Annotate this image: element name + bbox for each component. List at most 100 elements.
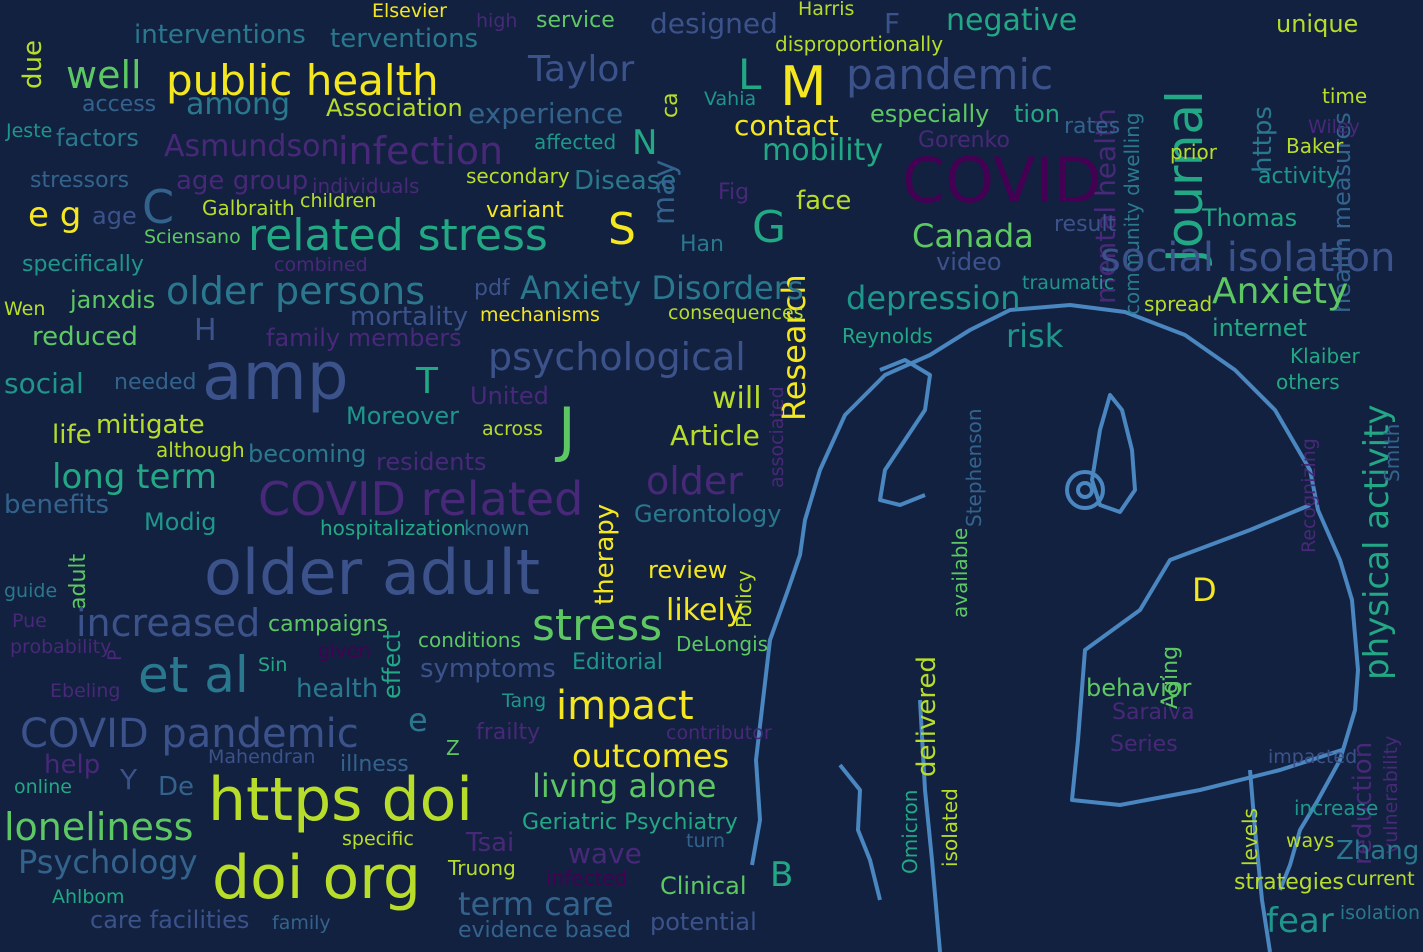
word-variant: variant: [486, 198, 564, 223]
word-secondary: secondary: [466, 164, 570, 188]
word-impacted: impacted: [1268, 746, 1358, 768]
word-baker: Baker: [1286, 134, 1344, 158]
word-potential: potential: [650, 908, 757, 936]
word-living-alone: living alone: [532, 767, 717, 805]
word-risk: risk: [1006, 317, 1064, 355]
word-infection: infection: [338, 129, 504, 173]
word-ahlbom: Ahlbom: [52, 886, 125, 908]
word-asmundson: Asmundson: [164, 129, 340, 164]
eye-contour: [878, 358, 932, 507]
word-online: online: [14, 776, 72, 798]
word-becoming: becoming: [248, 440, 367, 468]
word-traumatic: traumatic: [1022, 272, 1115, 294]
word-evidence-based: evidence based: [458, 918, 632, 943]
word-terventions: terventions: [330, 24, 479, 54]
word-associated: associated: [766, 386, 788, 488]
word-n: N: [632, 123, 658, 163]
word-geriatric-psychiatry: Geriatric Psychiatry: [522, 810, 738, 835]
word-covid-pandemic: COVID pandemic: [20, 711, 359, 757]
word-high: high: [476, 10, 518, 32]
face-contour: [750, 303, 1360, 891]
word-video: video: [936, 248, 1002, 276]
word-f: F: [884, 7, 901, 40]
word-campaigns: campaigns: [268, 612, 388, 637]
word-contact: contact: [734, 109, 839, 142]
word-truong: Truong: [448, 856, 516, 880]
word-factors: factors: [56, 124, 139, 152]
word-unique: unique: [1276, 10, 1359, 38]
word-thomas: Thomas: [1202, 204, 1298, 232]
word-family: family: [272, 912, 331, 934]
word-review: review: [648, 556, 728, 584]
word-pdf: pdf: [474, 276, 510, 301]
word-public-health: public health: [166, 56, 439, 105]
word-benefits: benefits: [4, 490, 110, 520]
word-probability: probability: [10, 636, 112, 658]
word-d: D: [1192, 571, 1217, 609]
word-https-doi: https doi: [208, 765, 473, 835]
word-psychological: psychological: [488, 335, 746, 379]
word-face: face: [796, 186, 852, 216]
word-community-dwelling: community dwelling: [1120, 112, 1144, 315]
word-isolated: isolated: [938, 788, 962, 867]
word-designed: designed: [650, 7, 778, 40]
word-isolation: isolation: [1339, 902, 1420, 924]
word-h: H: [194, 313, 217, 348]
word-smith: Smith: [1380, 423, 1404, 482]
word-sciensano: Sciensano: [144, 226, 241, 248]
word-delivered: delivered: [912, 656, 942, 777]
word-others: others: [1276, 370, 1340, 394]
word-consequences: consequences: [668, 302, 804, 324]
word-reduced: reduced: [32, 322, 138, 352]
word-ways: ways: [1286, 830, 1335, 852]
word-disease: Disease: [574, 166, 677, 196]
word-article: Article: [670, 419, 760, 452]
word-known: known: [464, 516, 530, 540]
word-family-members: family members: [266, 324, 462, 352]
cheek-contour: [918, 699, 942, 952]
word-fig: Fig: [718, 180, 750, 205]
neck-contour: [1248, 769, 1272, 952]
jaw-contour: [1070, 503, 1343, 807]
word-et-al: et al: [138, 646, 249, 704]
word-l: L: [738, 50, 762, 99]
word-united: United: [470, 382, 549, 410]
word-wave: wave: [568, 837, 642, 870]
word-vahia: Vahia: [704, 88, 757, 110]
chin-contour: [838, 763, 882, 901]
word-modig: Modig: [144, 508, 217, 536]
word-recognizing: Recognizing: [1298, 438, 1320, 553]
word-de: De: [158, 772, 195, 802]
word-conditions: conditions: [418, 628, 521, 652]
word-psychology: Psychology: [18, 843, 198, 881]
word-specifically: specifically: [22, 252, 144, 277]
word-guide: guide: [4, 580, 58, 602]
word-loneliness: loneliness: [4, 805, 194, 849]
ear-contour: [1090, 393, 1137, 514]
word-infected: infected: [546, 866, 628, 890]
word-saraiva: Saraiva: [1112, 700, 1195, 725]
word-stephenson: Stephenson: [962, 408, 986, 527]
word-care-facilities: care facilities: [90, 906, 250, 934]
word-likely: likely: [666, 593, 744, 628]
word-hospitalization: hospitalization: [320, 516, 466, 540]
word-across: across: [482, 418, 543, 440]
word-life: life: [52, 420, 92, 450]
word-result: result: [1054, 212, 1117, 237]
word-increase: increase: [1294, 796, 1379, 820]
word-y: Y: [120, 763, 138, 796]
word-term-care: term care: [458, 885, 614, 923]
word-https: https: [1248, 106, 1278, 173]
word-long-term: long term: [52, 457, 217, 497]
word-m: M: [780, 55, 827, 118]
word-anxiety-disorders: Anxiety Disorders: [520, 269, 804, 307]
word-tang: Tang: [502, 690, 547, 712]
word-g: G: [752, 202, 787, 253]
word-help: help: [44, 750, 101, 780]
word-editorial: Editorial: [572, 650, 663, 675]
word-c: C: [142, 180, 175, 234]
word-older-persons: older persons: [166, 269, 426, 313]
word-among: among: [186, 87, 291, 122]
word-mitigate: mitigate: [96, 410, 205, 440]
